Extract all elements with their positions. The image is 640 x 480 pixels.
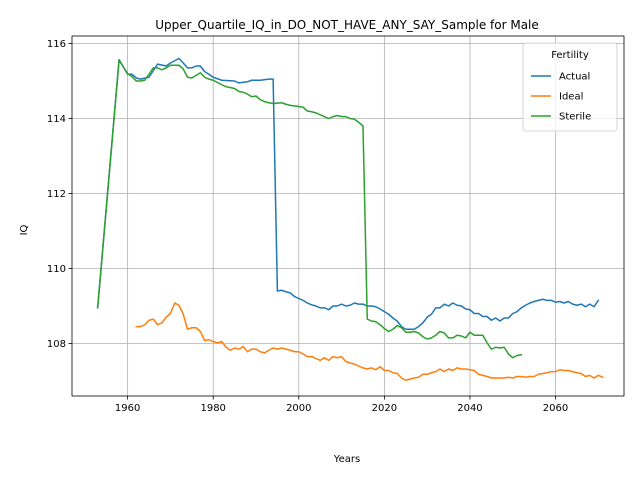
x-tick-label: 2020 bbox=[372, 403, 397, 414]
y-tick-label: 108 bbox=[47, 339, 66, 350]
series-line-actual bbox=[96, 57, 600, 330]
y-tick-label: 116 bbox=[47, 39, 66, 50]
chart-title: Upper_Quartile_IQ_in_DO_NOT_HAVE_ANY_SAY… bbox=[155, 18, 539, 32]
x-tick-label: 2000 bbox=[286, 403, 311, 414]
y-tick-label: 114 bbox=[47, 114, 66, 125]
y-tick-label: 110 bbox=[47, 264, 66, 275]
legend-box bbox=[522, 42, 618, 132]
x-axis-label: Years bbox=[333, 454, 360, 465]
plot-frame bbox=[71, 35, 625, 397]
y-axis-label: IQ bbox=[19, 224, 30, 235]
y-tick-label: 112 bbox=[47, 189, 66, 200]
legend-label-actual: Actual bbox=[559, 72, 590, 83]
x-tick-label: 1960 bbox=[115, 403, 140, 414]
legend-title: Fertility bbox=[551, 50, 589, 61]
series-line-ideal bbox=[135, 302, 604, 381]
x-tick-label: 1980 bbox=[200, 403, 225, 414]
y-axis-ticks: 108 110 112 114 116 bbox=[47, 39, 72, 350]
x-tick-label: 2040 bbox=[457, 403, 482, 414]
legend-label-ideal: Ideal bbox=[559, 92, 583, 103]
x-axis-ticks: 1960 1980 2000 2020 2040 2060 bbox=[115, 396, 568, 414]
series-layer bbox=[96, 57, 604, 381]
x-tick-label: 2060 bbox=[543, 403, 568, 414]
legend-label-sterile: Sterile bbox=[559, 112, 591, 123]
series-line-sterile bbox=[96, 59, 523, 359]
legend: Fertility Actual Ideal Sterile bbox=[522, 42, 618, 132]
